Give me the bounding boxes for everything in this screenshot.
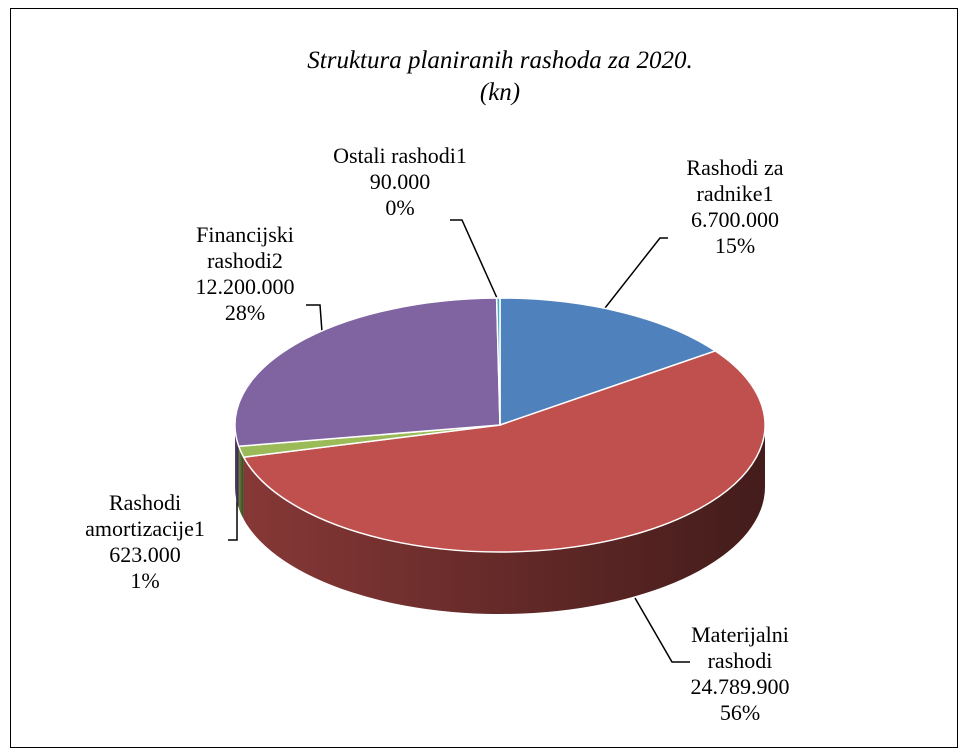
slice: [499, 297, 717, 427]
category-label: Financijski rashodi2: [196, 222, 294, 273]
data-label: Financijski rashodi2 12.200.000 28%: [175, 222, 315, 326]
leader-lines: [228, 219, 690, 663]
data-label: Materijalni rashodi 24.789.900 56%: [675, 622, 805, 726]
value-label: 12.200.000: [195, 274, 295, 299]
leader-line: [228, 488, 238, 541]
slice: [234, 297, 501, 448]
leader-line: [634, 597, 690, 663]
slice: [242, 350, 766, 553]
percent-label: 28%: [224, 300, 266, 325]
percent-label: 0%: [385, 195, 415, 220]
leader-line: [450, 219, 498, 299]
leader-line: [604, 237, 668, 309]
percent-label: 56%: [719, 700, 761, 725]
data-label: Rashodi amortizacije1 623.000 1%: [70, 490, 220, 594]
category-label: Rashodi amortizacije1: [85, 490, 205, 541]
data-label: Rashodi za radnike1 6.700.000 15%: [670, 155, 800, 259]
slice-side: [238, 446, 244, 520]
slice: [495, 297, 501, 426]
slice-side: [243, 425, 765, 614]
percent-label: 15%: [714, 233, 756, 258]
category-label: Ostali rashodi1: [333, 143, 467, 168]
value-label: 623.000: [109, 542, 181, 567]
value-label: 6.700.000: [691, 207, 779, 232]
category-label: Rashodi za radnike1: [686, 155, 784, 206]
value-label: 90.000: [369, 169, 431, 194]
data-label: Ostali rashodi1 90.000 0%: [305, 143, 495, 221]
leader-line: [306, 304, 323, 333]
category-label: Materijalni rashodi: [691, 622, 789, 673]
percent-label: 1%: [130, 568, 160, 593]
value-label: 24.789.900: [690, 674, 790, 699]
chart-title: Struktura planiranih rashoda za 2020. (k…: [307, 47, 693, 106]
